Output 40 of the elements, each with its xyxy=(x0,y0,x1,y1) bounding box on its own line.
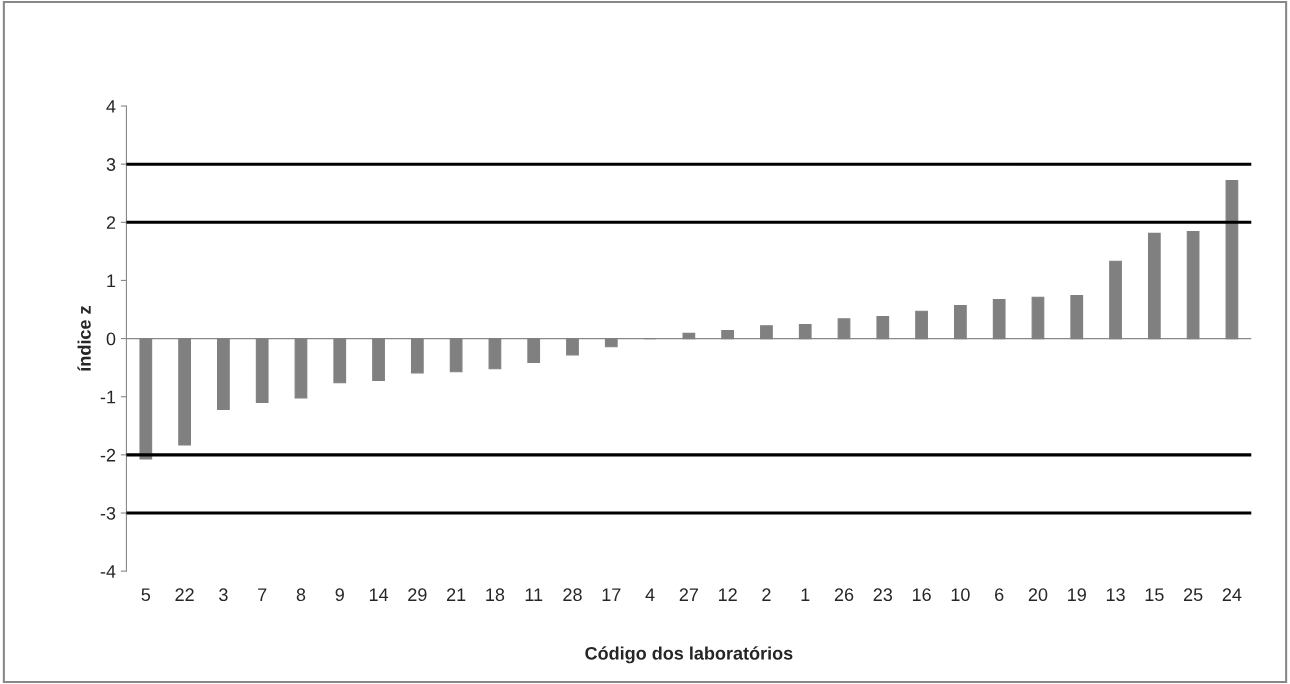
x-tick-label: 19 xyxy=(1068,588,1086,602)
x-tick-label: 3 xyxy=(219,588,228,602)
y-axis-title: índice z xyxy=(77,306,91,371)
x-tick-label: 17 xyxy=(602,588,621,601)
x-tick-label: 26 xyxy=(834,588,854,602)
y-tick-label: -3 xyxy=(100,506,116,520)
x-tick-label: 23 xyxy=(873,588,893,602)
x-tick-label: 21 xyxy=(446,588,466,601)
x-tick-label: 9 xyxy=(335,588,344,602)
x-tick-label: 1 xyxy=(801,588,810,601)
x-tick-label: 22 xyxy=(175,588,194,601)
x-tick-label: 14 xyxy=(369,588,389,601)
x-tick-label: 29 xyxy=(408,588,427,602)
y-tick-label: -1 xyxy=(100,390,116,404)
x-axis-title: Código dos laboratórios xyxy=(585,646,793,664)
x-tick-label: 15 xyxy=(1145,588,1164,602)
x-tick-label: 18 xyxy=(486,588,505,602)
x-tick-label: 13 xyxy=(1106,588,1125,602)
x-tick-label: 25 xyxy=(1183,588,1203,602)
x-tick-label: 16 xyxy=(912,588,931,602)
y-tick-label: 3 xyxy=(106,158,116,171)
x-tick-label: 12 xyxy=(718,588,737,601)
x-tick-label: 2 xyxy=(762,588,771,601)
x-tick-label: 20 xyxy=(1028,588,1048,602)
y-tick-label: 1 xyxy=(107,274,116,287)
x-tick-label: 8 xyxy=(296,588,306,602)
x-tick-label: 28 xyxy=(563,588,582,602)
y-tick-label: 2 xyxy=(106,216,116,229)
x-tick-label: 4 xyxy=(645,588,655,601)
y-tick-label: 0 xyxy=(106,332,116,346)
y-tick-label: 4 xyxy=(106,100,116,113)
x-tick-label: 24 xyxy=(1222,588,1242,601)
x-tick-label: 27 xyxy=(679,588,698,601)
y-tick-label: -4 xyxy=(100,565,116,578)
x-tick-label: 6 xyxy=(995,588,1004,602)
y-tick-label: -2 xyxy=(100,448,116,462)
x-tick-label: 5 xyxy=(141,588,151,602)
x-tick-label: 11 xyxy=(525,588,543,601)
x-tick-label: 10 xyxy=(951,588,970,602)
x-tick-label: 7 xyxy=(258,588,267,601)
